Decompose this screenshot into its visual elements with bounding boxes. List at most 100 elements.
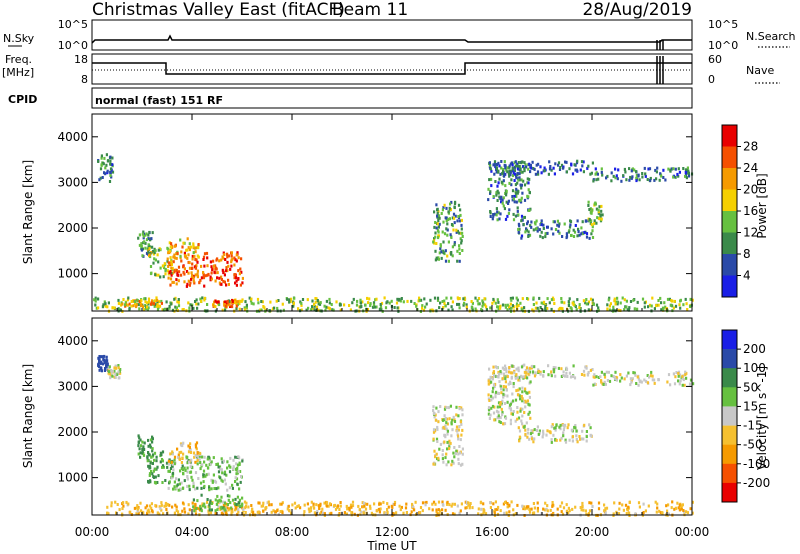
velocity-cell [390,504,393,508]
power-cell [520,196,523,200]
velocity-cell [115,364,118,368]
power-cell [591,225,594,229]
velocity-cell [490,398,493,402]
velocity-cell [228,470,232,474]
power-cell [612,174,615,178]
power-cell [674,175,677,179]
power-cell [519,183,522,187]
power-cell [150,271,153,275]
power-cell [686,308,689,311]
power-cell [447,218,450,222]
power-cell [152,302,155,306]
power-cell [220,278,223,281]
power-cell [107,159,110,163]
velocity-cell [189,451,193,454]
velocity-colorbar-tick-label: -200 [743,476,770,490]
power-cell [557,229,560,233]
velocity-cell [563,425,566,429]
power-cell [508,208,511,212]
power-cell [458,259,461,263]
power-cell [153,257,156,261]
power-cell [196,272,199,276]
power-cell [569,223,572,227]
velocity-cell [187,450,191,454]
velocity-cell [536,501,539,505]
power-cell [175,306,178,310]
power-cell [509,170,512,174]
velocity-cell [631,377,634,381]
power-cell [500,166,503,170]
power-cell [203,284,206,288]
velocity-cell [554,426,557,430]
velocity-cell [221,460,224,464]
velocity-cell [222,504,225,507]
velocity-cell [461,428,464,432]
velocity-cell [524,368,527,372]
velocity-cell [681,374,684,378]
power-cell [517,178,520,182]
power-cell [590,211,593,215]
power-cell [622,174,625,178]
velocity-cell [234,497,237,501]
velocity-cell [571,507,574,511]
power-cell [513,161,516,165]
velocity-cell [350,511,353,514]
power-cell [610,179,613,183]
power-cell [668,297,671,301]
power-cell [535,219,538,223]
velocity-cell [405,511,408,514]
velocity-cell [500,407,503,411]
velocity-cell [218,506,221,510]
velocity-cell [560,375,563,378]
velocity-cell [497,401,501,405]
velocity-cell [117,364,120,367]
power-cell [578,233,581,237]
velocity-cell [618,507,621,511]
velocity-cell [170,476,173,480]
power-cell [135,305,138,309]
velocity-cell [188,488,191,492]
velocity-cell [469,502,472,505]
velocity-cell [104,359,108,363]
velocity-cell [519,397,522,401]
power-cell [156,298,159,302]
power-cell [533,167,536,171]
velocity-cell [175,477,178,481]
power-cell [684,174,687,178]
power-cell [145,232,148,236]
power-cell [563,222,566,226]
velocity-cell [313,506,316,510]
power-cell [601,173,604,177]
power-cell [188,306,191,310]
velocity-cell [118,369,121,373]
velocity-cell [189,442,192,446]
velocity-cell [511,412,514,416]
velocity-cell [675,506,678,510]
velocity-cell [501,399,504,403]
velocity-cell [450,504,453,508]
power-cell [519,198,522,202]
velocity-cell [460,502,463,506]
frequency-trace [92,62,692,75]
velocity-cell [649,374,653,378]
velocity-cell [387,505,390,509]
velocity-cell [435,406,438,410]
velocity-cell [168,470,171,473]
power-cell [447,210,450,214]
power-cell [535,163,538,167]
power-cell [594,172,597,176]
velocity-cell [619,379,622,383]
velocity-cell [161,465,164,469]
velocity-cell [323,512,326,516]
velocity-cell [499,509,502,513]
power-cell [689,305,692,308]
velocity-cell [238,463,241,466]
velocity-cell [492,365,495,369]
power-cell [506,303,509,307]
velocity-cell [487,397,490,401]
power-cell [677,167,680,171]
power-cell [561,307,564,311]
velocity-cell [613,501,616,505]
velocity-cell [567,423,570,427]
velocity-cell [171,505,174,509]
